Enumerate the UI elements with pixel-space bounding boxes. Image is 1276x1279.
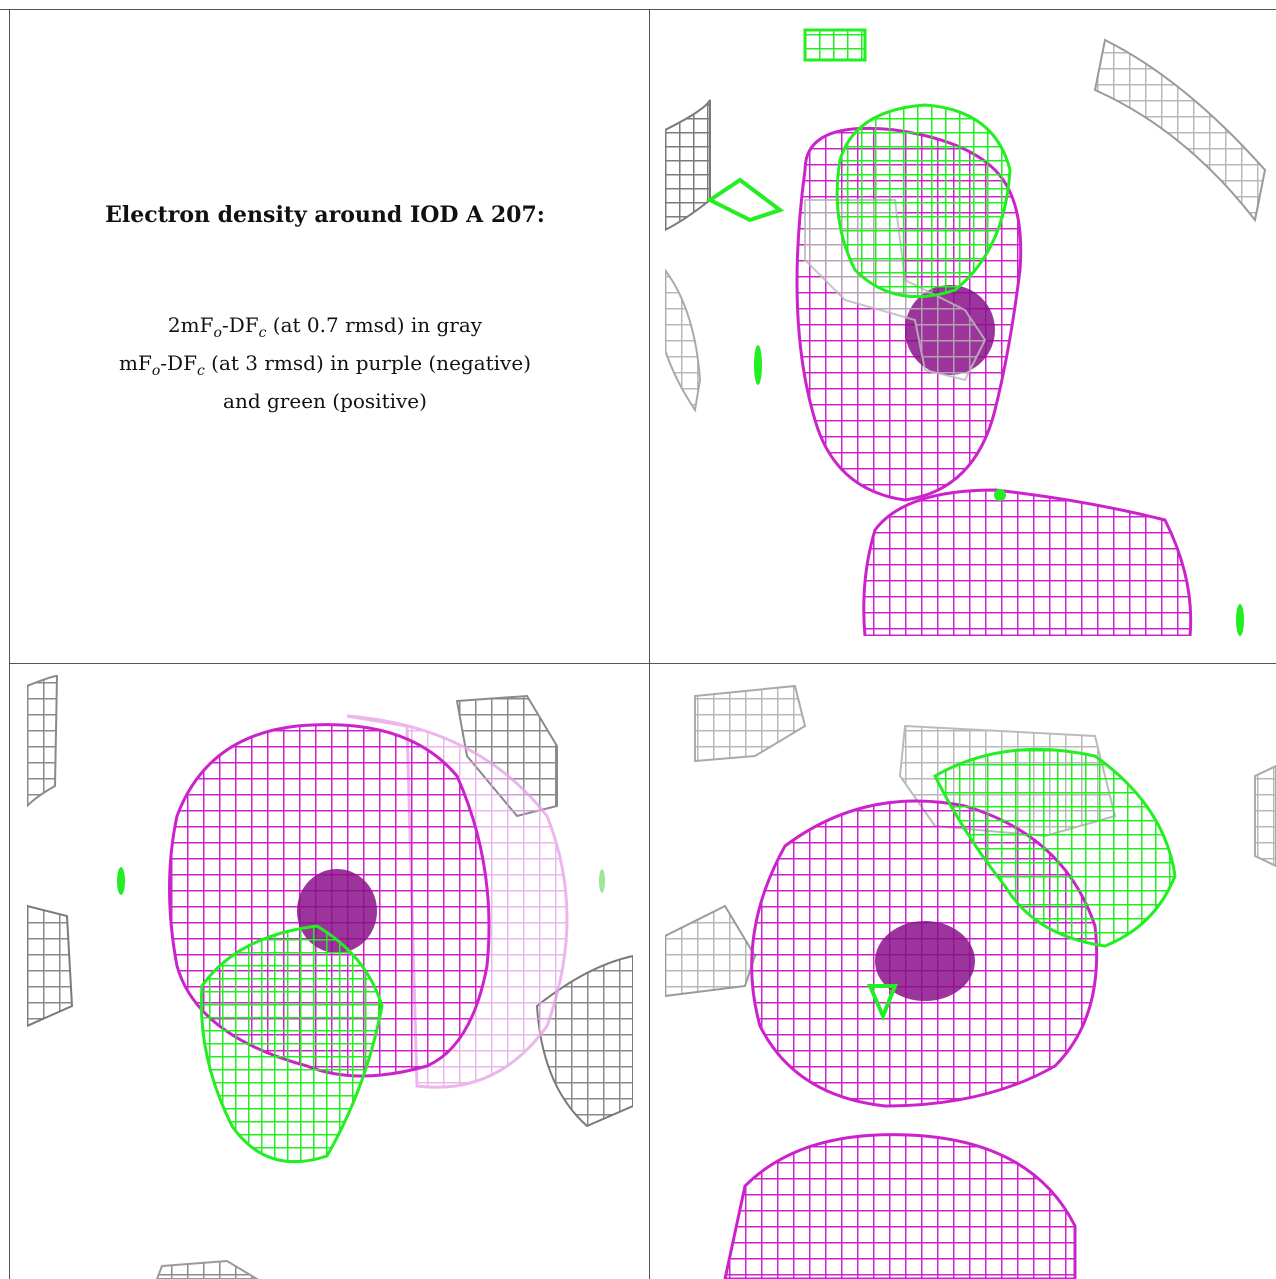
positive-density-small (706, 28, 1244, 636)
frame-middle-vertical (649, 9, 650, 1279)
density-view-2-canvas (27, 674, 633, 1279)
caption-subscript: c (196, 363, 205, 379)
density-view-3-canvas (665, 684, 1276, 1279)
caption-text: (at 3 rmsd) in purple (negative) (204, 351, 531, 375)
density-view-1 (665, 20, 1276, 636)
positive-density-blob (117, 867, 605, 1164)
gray-mesh-left-edge (665, 99, 711, 413)
negative-density-lower (723, 1133, 1077, 1279)
caption-subscript: o (213, 325, 222, 341)
caption-body: 2mFo-DFc (at 0.7 rmsd) in gray mFo-DFc (… (20, 310, 630, 416)
density-view-3 (665, 666, 1276, 1279)
caption-subscript: o (151, 363, 161, 379)
caption-text: mF (119, 351, 152, 375)
positive-density-blob (866, 747, 1177, 1022)
caption-line-gray: 2mFo-DFc (at 0.7 rmsd) in gray (20, 310, 630, 348)
caption-text: -DF (221, 313, 259, 337)
caption-subscript: c (258, 325, 267, 341)
caption-line-positive: and green (positive) (223, 389, 427, 413)
caption-text: (at 0.7 rmsd) in gray (266, 313, 483, 337)
density-view-1-canvas (665, 28, 1267, 636)
density-view-2 (27, 666, 633, 1279)
frame-top (0, 9, 1276, 10)
caption-text: 2mF (167, 313, 214, 337)
caption-line-difference: mFo-DFc (at 3 rmsd) in purple (negative) (20, 348, 630, 386)
caption-text: -DF (160, 351, 197, 375)
frame-left (9, 9, 10, 1279)
negative-density-lower (862, 488, 1193, 636)
caption-cell: Electron density around IOD A 207: 2mFo-… (20, 200, 630, 416)
gray-mesh-edges (27, 674, 633, 1279)
frame-middle-horizontal (9, 663, 1276, 664)
gray-mesh-top-right-corner (1093, 38, 1267, 223)
positive-density-blob (835, 103, 1012, 299)
caption-title: Electron density around IOD A 207: (105, 202, 545, 228)
